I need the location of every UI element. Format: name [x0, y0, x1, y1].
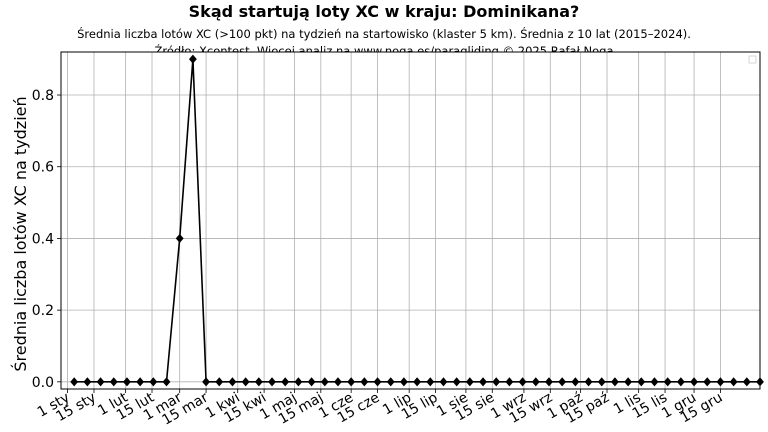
data-point — [663, 377, 672, 387]
chart-subtitle-line1: Średnia liczba lotów XC (>100 pkt) na ty… — [77, 27, 691, 41]
data-point — [465, 377, 474, 387]
y-tick-label: 0.4 — [32, 231, 54, 247]
y-ticks: 0.0 0.2 0.4 0.6 0.8 — [32, 88, 61, 391]
data-point — [584, 377, 593, 387]
data-point — [254, 377, 263, 387]
data-point — [624, 377, 633, 387]
data-point — [518, 377, 527, 387]
plot-frame — [60, 51, 761, 390]
data-point — [70, 377, 79, 387]
data-point — [637, 377, 646, 387]
data-point — [347, 377, 356, 387]
data-point — [611, 377, 619, 387]
grid-lines — [61, 52, 760, 389]
data-point — [597, 377, 606, 387]
data-point — [439, 377, 448, 387]
chart-title: Skąd startują loty XC w kraju: Dominikan… — [188, 2, 580, 21]
data-point — [676, 377, 685, 387]
legend-box — [748, 55, 757, 64]
data-point — [136, 377, 145, 387]
data-point — [729, 377, 738, 387]
data-point — [650, 377, 659, 387]
data-point — [123, 377, 131, 387]
y-tick-label: 0.0 — [32, 375, 54, 391]
data-point — [202, 377, 210, 387]
data-point — [320, 377, 329, 387]
data-point — [742, 377, 751, 387]
data-point — [492, 377, 501, 387]
data-point — [109, 377, 118, 387]
data-point — [703, 377, 712, 387]
y-axis-label: Średnia liczba lotów XC na tydzień — [11, 96, 30, 371]
data-point — [452, 377, 461, 387]
data-point — [479, 377, 487, 387]
data-point — [571, 377, 580, 387]
data-point — [505, 377, 514, 387]
y-tick-label: 0.6 — [32, 160, 54, 176]
data-point — [96, 377, 105, 387]
data-point — [149, 377, 158, 387]
data-point — [268, 377, 276, 387]
data-point — [386, 377, 395, 387]
data-point — [228, 377, 237, 387]
data-point — [162, 377, 171, 387]
data-point — [294, 377, 303, 387]
data-point — [545, 377, 553, 387]
data-point — [241, 377, 250, 387]
data-point — [83, 377, 92, 387]
data-point — [360, 377, 369, 387]
data-point — [716, 377, 725, 387]
data-point — [413, 377, 422, 387]
data-point — [690, 377, 698, 387]
data-point — [281, 377, 290, 387]
data-point — [373, 377, 382, 387]
data-point — [531, 377, 540, 387]
y-tick-label: 0.2 — [32, 303, 54, 319]
plot-area — [61, 52, 760, 389]
data-point — [215, 377, 224, 387]
data-point — [334, 377, 342, 387]
y-tick-label: 0.8 — [32, 88, 54, 104]
series-markers — [70, 54, 764, 387]
data-point — [307, 377, 316, 387]
data-point — [188, 54, 197, 64]
data-point — [558, 377, 567, 387]
data-point — [426, 377, 435, 387]
data-point — [399, 377, 408, 387]
data-point — [175, 233, 184, 244]
